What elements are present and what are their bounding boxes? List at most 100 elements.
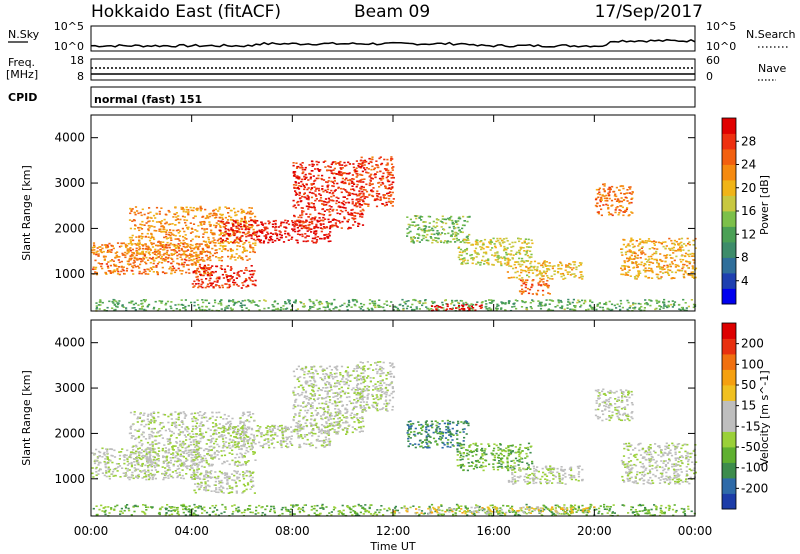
data-cell-12-495	[606, 308, 609, 310]
data-cell-0-239	[123, 462, 126, 465]
data-cell-11-72	[678, 242, 681, 245]
data-cell-0-197	[164, 473, 167, 476]
data-cell-9-29	[522, 291, 525, 294]
data-cell-11-274	[685, 260, 688, 263]
data-cell-8-135	[578, 262, 582, 264]
data-cell-4-324	[357, 212, 360, 215]
data-cell-12-56	[511, 306, 514, 308]
data-cell-0-400	[107, 468, 110, 470]
data-cell-5-198	[370, 168, 373, 171]
data-cell-12-211	[538, 301, 542, 304]
data-cell-4-136	[310, 184, 313, 186]
data-cell-1-40	[146, 461, 149, 463]
data-cell-12-127	[355, 299, 358, 302]
data-cell-1-136	[141, 253, 144, 255]
data-cell-3-109	[327, 236, 330, 238]
data-cell-5-145	[391, 167, 394, 169]
data-cell-12-115	[645, 302, 648, 304]
data-cell-7-133	[512, 245, 515, 248]
data-cell-3-107	[284, 230, 287, 232]
data-cell-6-157	[430, 233, 433, 235]
data-cell-12-591	[634, 306, 637, 309]
data-cell-3-55	[274, 232, 277, 234]
data-cell-1-634	[199, 222, 202, 225]
data-cell-1-53	[179, 459, 182, 461]
data-cell-4-403	[333, 167, 336, 170]
data-cell-1-406	[150, 431, 154, 433]
data-cell-12-542	[537, 305, 540, 307]
data-cell-3-199	[263, 235, 266, 237]
data-cell-7-103	[521, 257, 524, 260]
data-cell-6-155	[466, 235, 469, 238]
data-cell-10-31	[600, 196, 603, 199]
data-cell-1-98	[162, 413, 165, 416]
data-cell-6-135	[451, 219, 454, 222]
data-cell-4-303	[345, 177, 348, 180]
data-cell-4-338	[307, 227, 310, 230]
data-cell-0-319	[133, 461, 136, 463]
data-cell-4-27	[307, 197, 310, 199]
data-cell-1-228	[185, 414, 188, 416]
data-cell-2-141	[192, 286, 195, 288]
data-cell-0-134	[121, 252, 124, 255]
data-cell-0-316	[186, 249, 190, 251]
data-cell-1-102	[153, 226, 156, 228]
data-cell-7-18	[522, 247, 525, 249]
data-cell-1-313	[183, 230, 186, 233]
data-cell-10-61	[627, 214, 630, 217]
data-cell-1-11	[138, 441, 141, 444]
data-cell-12-344	[392, 308, 395, 311]
data-cell-11-39	[690, 271, 693, 274]
data-cell-1-39	[217, 238, 220, 241]
data-cell-1-99	[128, 236, 131, 239]
data-cell-4-366	[323, 210, 326, 212]
data-cell-7-45	[499, 245, 502, 247]
data-cell-11-81	[628, 249, 631, 251]
data-cell-1-434	[210, 231, 213, 234]
data-cell-0-263	[175, 251, 178, 254]
data-cell-5-26	[367, 205, 370, 207]
data-cell-5-83	[390, 177, 393, 179]
data-cell-5-192	[358, 163, 361, 165]
data-cell-4-455	[337, 205, 341, 207]
data-cell-1-509	[187, 211, 190, 213]
data-cell-1-59	[220, 221, 223, 224]
data-cell-0-387	[208, 267, 211, 269]
data-cell-2-22	[232, 281, 235, 284]
data-cell-1-499	[238, 245, 242, 248]
data-cell-0-370	[187, 453, 190, 456]
data-cell-1-301	[219, 213, 222, 216]
data-cell-2-137	[192, 271, 195, 274]
data-cell-0-265	[147, 474, 150, 476]
data-cell-3-237	[233, 234, 236, 237]
data-cell-1-179	[224, 206, 227, 208]
data-cell-0-249	[194, 271, 197, 273]
data-cell-0-75	[101, 447, 104, 450]
data-cell-1-437	[239, 420, 242, 423]
data-cell-4-501	[332, 194, 335, 197]
data-cell-0-374	[209, 255, 212, 258]
data-cell-4-233	[337, 162, 340, 164]
data-cell-11-231	[630, 237, 633, 240]
data-cell-1-596	[133, 259, 136, 262]
data-cell-4-222	[307, 179, 310, 181]
data-cell-1-308	[199, 209, 202, 212]
data-cell-1-381	[140, 420, 144, 423]
data-cell-5-110	[383, 204, 387, 207]
data-cell-12-299	[581, 299, 584, 302]
data-cell-0-220	[196, 469, 199, 472]
data-cell-11-294	[667, 269, 670, 271]
data-cell-10-97	[617, 199, 620, 202]
data-cell-4-200	[333, 190, 336, 192]
data-cell-1-249	[226, 207, 229, 210]
data-cell-7-226	[511, 257, 514, 260]
data-cell-12-261	[350, 306, 353, 308]
data-cell-0-284	[176, 262, 179, 265]
data-cell-0-147	[182, 477, 185, 480]
data-cell-12-248	[633, 307, 636, 310]
data-cell-4-126	[343, 203, 346, 206]
data-cell-12-59	[277, 308, 280, 311]
data-cell-0-141	[203, 260, 206, 262]
data-cell-0-206	[135, 244, 138, 246]
data-cell-3-195	[258, 229, 261, 232]
